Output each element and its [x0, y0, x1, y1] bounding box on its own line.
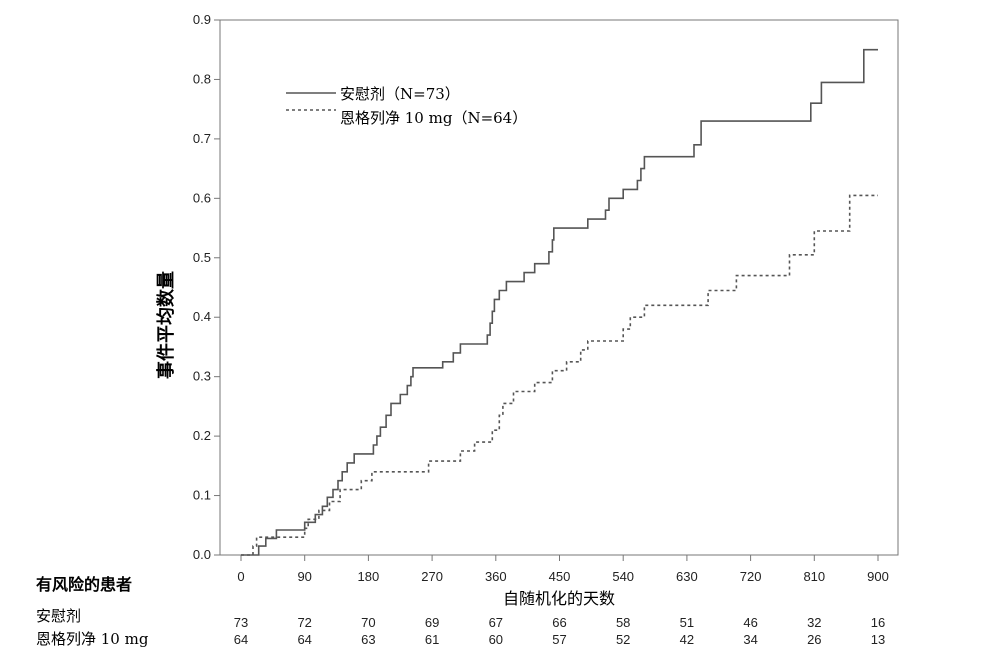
x-tick-label: 630 — [676, 569, 698, 584]
y-axis: 0.0 0.1 0.2 0.3 0.4 0.5 0.6 0.7 0.8 0.9 — [193, 12, 220, 562]
x-tick-label: 360 — [485, 569, 507, 584]
y-axis-title: 事件平均数量 — [155, 271, 177, 379]
risk-row-label-placebo: 安慰剂 — [36, 607, 81, 625]
y-tick-label: 0.6 — [193, 190, 211, 205]
risk-value: 61 — [425, 632, 439, 647]
y-tick-label: 0.8 — [193, 71, 211, 86]
risk-value: 16 — [871, 615, 885, 630]
risk-value: 72 — [297, 615, 311, 630]
y-tick-label: 0.0 — [193, 547, 211, 562]
risk-row-label-empagliflozin: 恩格列净 10 mg — [36, 630, 149, 648]
legend-label-placebo: 安慰剂（N=73） — [340, 85, 460, 103]
x-tick-label: 0 — [237, 569, 244, 584]
y-tick-label: 0.2 — [193, 428, 211, 443]
x-tick-label: 720 — [740, 569, 762, 584]
y-tick-label: 0.7 — [193, 131, 211, 146]
x-tick-label: 450 — [549, 569, 571, 584]
series-line-placebo — [241, 48, 878, 556]
risk-value: 64 — [234, 632, 248, 647]
risk-value: 64 — [297, 632, 311, 647]
risk-value: 73 — [234, 615, 248, 630]
series-line-empagliflozin — [241, 194, 878, 556]
risk-value: 57 — [552, 632, 566, 647]
risk-value: 67 — [489, 615, 503, 630]
risk-value: 70 — [361, 615, 375, 630]
risk-value: 58 — [616, 615, 630, 630]
risk-value: 51 — [680, 615, 694, 630]
y-tick-label: 0.3 — [193, 369, 211, 384]
y-tick-label: 0.1 — [193, 488, 211, 503]
x-tick-label: 270 — [421, 569, 443, 584]
legend-label-empagliflozin: 恩格列净 10 mg（N=64） — [340, 109, 527, 127]
x-tick-label: 180 — [358, 569, 380, 584]
risk-value: 42 — [680, 632, 694, 647]
x-tick-label: 90 — [297, 569, 311, 584]
risk-values: 73 72 70 69 67 66 58 51 46 32 16 64 64 63 61 60 57 52 42 34… — [234, 615, 885, 647]
legend: 安慰剂（N=73） 恩格列净 10 mg（N=64） — [286, 85, 527, 127]
risk-value: 69 — [425, 615, 439, 630]
risk-value: 26 — [807, 632, 821, 647]
risk-value: 63 — [361, 632, 375, 647]
x-tick-label: 810 — [803, 569, 825, 584]
risk-value: 34 — [743, 632, 757, 647]
risk-value: 32 — [807, 615, 821, 630]
risk-value: 52 — [616, 632, 630, 647]
series-layer — [241, 48, 878, 556]
risk-value: 66 — [552, 615, 566, 630]
risk-value: 13 — [871, 632, 885, 647]
x-tick-label: 540 — [612, 569, 634, 584]
risk-value: 60 — [489, 632, 503, 647]
risk-value: 46 — [743, 615, 757, 630]
y-tick-label: 0.9 — [193, 12, 211, 27]
y-tick-label: 0.5 — [193, 250, 211, 265]
risk-table-title: 有风险的患者 — [36, 575, 132, 594]
x-axis-title: 自随机化的天数 — [503, 589, 615, 608]
x-axis: 0 90 180 270 360 450 540 630 720 810 900 — [237, 555, 889, 584]
x-tick-label: 900 — [867, 569, 889, 584]
y-tick-label: 0.4 — [193, 309, 211, 324]
plot-frame — [219, 19, 899, 556]
